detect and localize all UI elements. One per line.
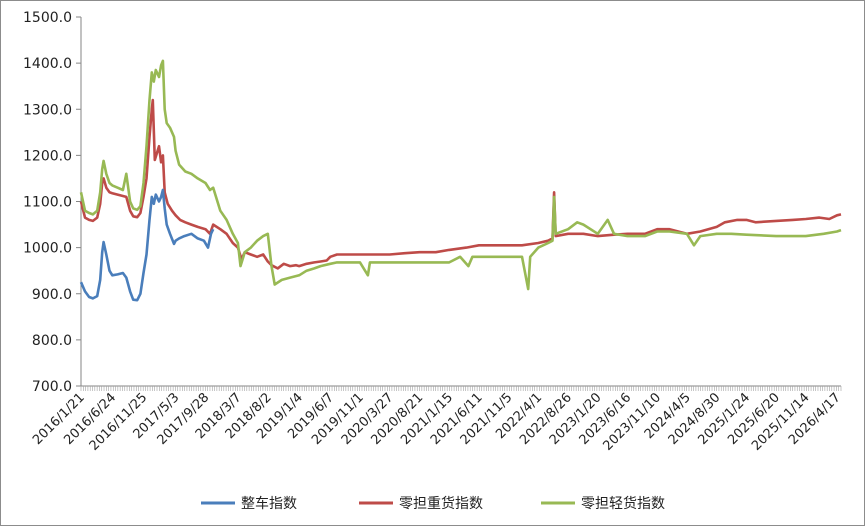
y-tick-label: 1300.0 — [23, 102, 72, 118]
x-axis-ticks: 2016/1/212016/6/242016/11/252017/5/32017… — [30, 386, 844, 454]
y-tick-label: 1400.0 — [23, 56, 72, 72]
axes — [80, 17, 841, 387]
series-line-3 — [79, 59, 842, 291]
legend-label-3: 零担轻货指数 — [581, 495, 665, 512]
legend: 整车指数 零担重货指数 零担轻货指数 — [201, 495, 665, 512]
y-tick-label: 1500.0 — [23, 10, 72, 26]
legend-label-1: 整车指数 — [241, 495, 297, 512]
series-line-1 — [79, 188, 215, 302]
series-line-2 — [79, 98, 842, 270]
y-tick-label: 700.0 — [32, 379, 72, 395]
series-lines — [79, 59, 842, 302]
y-tick-label: 1200.0 — [23, 148, 72, 164]
legend-label-2: 零担重货指数 — [399, 495, 483, 512]
y-tick-label: 800.0 — [32, 333, 72, 349]
y-tick-label: 1100.0 — [23, 195, 72, 211]
y-tick-label: 900.0 — [32, 287, 72, 303]
y-tick-label: 1000.0 — [23, 241, 72, 257]
y-axis-ticks: 700.0 800.0 900.0 1000.0 1100.0 1200.0 1300.0 1… — [23, 10, 81, 395]
